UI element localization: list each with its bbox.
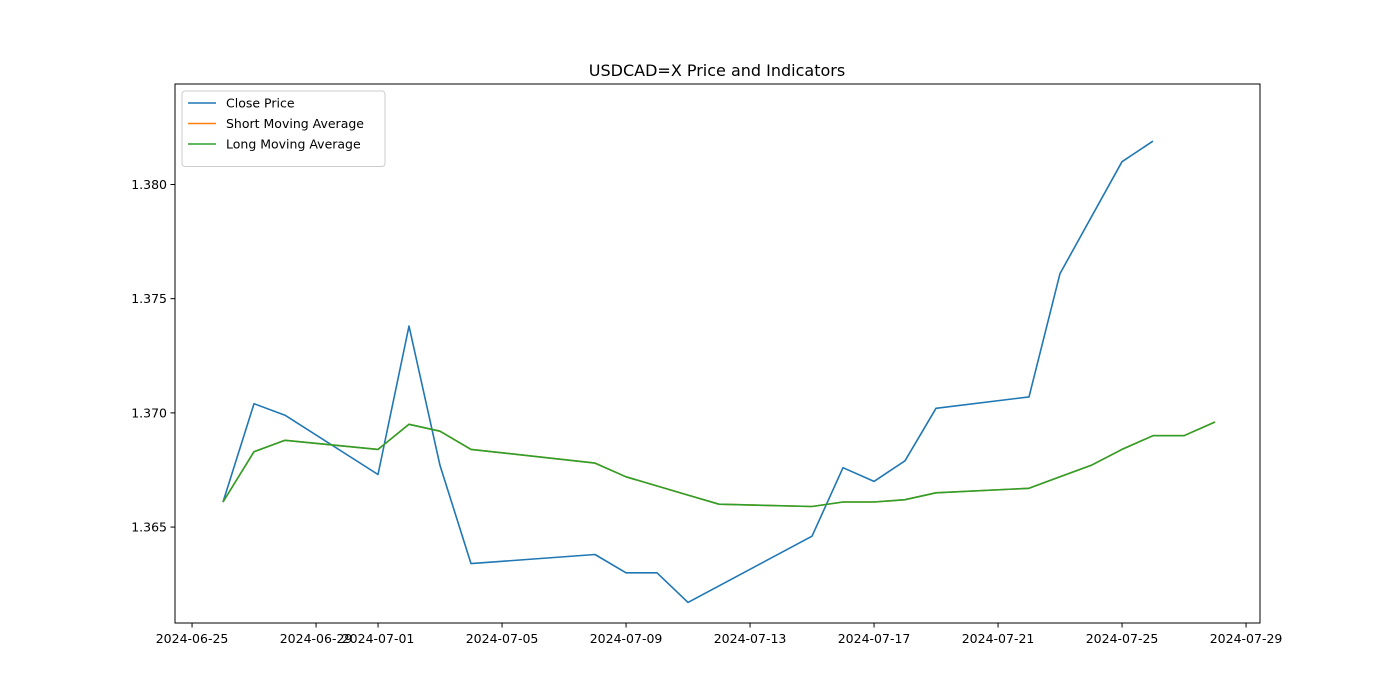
x-tick-label-5: 2024-07-13 (714, 631, 787, 646)
legend-box (181, 90, 386, 167)
y-tick-label-1: 1.370 (131, 405, 167, 420)
plot-frame (174, 83, 1261, 624)
legend-label-1: Short Moving Average (226, 116, 364, 131)
legend-label-0: Close Price (226, 96, 295, 111)
chart-title: USDCAD=X Price and Indicators (589, 61, 845, 80)
series-layer (222, 140, 1216, 604)
x-tick-label-6: 2024-07-17 (838, 631, 911, 646)
y-axis: 1.365 1.370 1.375 1.380 (131, 177, 175, 535)
x-tick-label-9: 2024-07-29 (1210, 631, 1283, 646)
legend: Close Price Short Moving Average Long Movi… (181, 90, 386, 167)
x-tick-label-8: 2024-07-25 (1086, 631, 1159, 646)
y-tick-label-0: 1.365 (131, 520, 167, 535)
series-line-2 (222, 421, 1216, 508)
legend-label-2: Long Moving Average (226, 137, 361, 152)
series-line-1 (222, 421, 1216, 508)
x-tick-label-7: 2024-07-21 (962, 631, 1035, 646)
y-tick-label-3: 1.380 (131, 177, 167, 192)
x-tick-label-0: 2024-06-25 (156, 631, 229, 646)
series-line-0 (222, 140, 1154, 604)
y-tick-label-2: 1.375 (131, 291, 167, 306)
x-tick-label-1: 2024-06-29 (280, 631, 353, 646)
x-tick-label-4: 2024-07-09 (590, 631, 663, 646)
x-tick-label-3: 2024-07-05 (466, 631, 539, 646)
x-tick-label-2: 2024-07-01 (342, 631, 415, 646)
